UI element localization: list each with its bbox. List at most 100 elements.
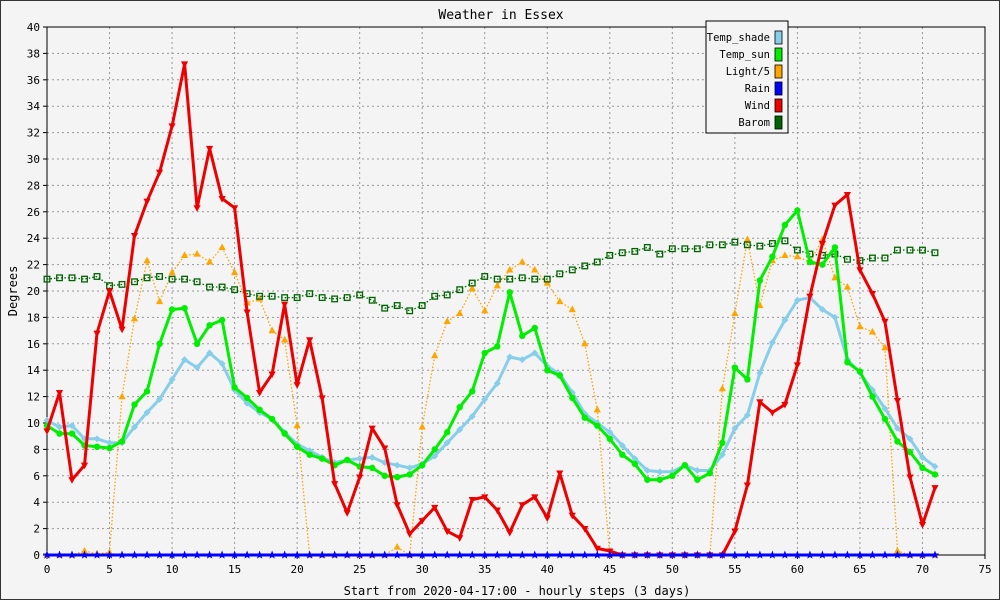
data-point — [68, 430, 76, 437]
data-point — [719, 439, 726, 446]
series-wind — [43, 61, 939, 559]
data-point — [768, 338, 776, 346]
data-point — [331, 481, 339, 488]
data-point — [906, 435, 914, 443]
data-point — [93, 273, 101, 280]
data-point — [417, 550, 427, 559]
data-point — [356, 474, 364, 482]
series-line-wind — [45, 62, 937, 557]
data-point — [393, 461, 401, 469]
series-rain — [42, 550, 940, 559]
x-axis-label: Start from 2020-04-17:00 - hourly steps … — [344, 584, 691, 598]
data-point — [806, 258, 814, 266]
data-point — [281, 335, 289, 343]
data-point — [818, 240, 827, 248]
data-point — [80, 550, 89, 559]
data-point — [368, 296, 376, 304]
x-tick-label: 45 — [603, 563, 616, 576]
x-tick-label: 25 — [353, 563, 366, 576]
data-point — [143, 408, 151, 416]
data-point — [518, 257, 526, 265]
data-point — [481, 494, 489, 501]
data-point — [180, 251, 189, 258]
data-point — [193, 278, 201, 286]
legend-label: Light/5 — [726, 66, 770, 78]
data-point — [56, 423, 64, 431]
data-point — [268, 292, 276, 300]
data-point — [718, 241, 726, 249]
data-point — [131, 423, 139, 431]
data-point — [581, 526, 589, 533]
data-point — [342, 550, 352, 559]
data-point — [418, 422, 426, 430]
data-point — [643, 467, 651, 475]
data-point — [293, 294, 301, 302]
data-point — [781, 401, 789, 409]
data-point — [905, 550, 915, 559]
data-point — [530, 550, 540, 559]
data-point — [155, 297, 164, 305]
data-point — [542, 550, 552, 559]
data-point — [531, 324, 538, 332]
data-point — [317, 550, 327, 559]
data-point — [568, 512, 576, 520]
data-point — [218, 360, 226, 368]
legend-swatch — [774, 64, 783, 79]
data-point — [581, 414, 588, 421]
data-point — [781, 221, 789, 229]
data-point — [594, 422, 601, 429]
data-point — [444, 429, 451, 436]
data-point — [931, 463, 939, 471]
data-point — [243, 394, 251, 402]
data-point — [543, 515, 551, 523]
x-tick-label: 20 — [291, 563, 304, 576]
data-point — [381, 304, 389, 312]
x-tick-label: 75 — [978, 563, 991, 576]
data-point — [143, 256, 151, 264]
data-point — [281, 294, 289, 302]
data-point — [455, 550, 464, 559]
data-point — [118, 438, 126, 445]
data-point — [643, 550, 652, 559]
data-point — [618, 550, 627, 559]
legend-label: Temp_shade — [707, 32, 770, 44]
data-point — [918, 522, 927, 529]
data-point — [117, 550, 127, 559]
data-point — [181, 275, 189, 283]
data-point — [881, 343, 889, 351]
data-point — [205, 550, 214, 559]
data-point — [481, 273, 489, 280]
data-point — [531, 265, 539, 273]
data-point — [631, 247, 639, 255]
data-point — [919, 246, 926, 254]
data-point — [468, 279, 476, 287]
data-point — [256, 294, 264, 302]
data-point — [568, 550, 577, 559]
chart-title: Weather in Essex — [438, 8, 563, 23]
data-point — [418, 518, 426, 525]
series-barom — [43, 237, 939, 315]
x-tick-label: 30 — [416, 563, 429, 576]
data-point — [419, 462, 426, 469]
data-point — [881, 404, 889, 412]
data-point — [231, 268, 239, 276]
data-point — [155, 169, 164, 177]
data-point — [843, 283, 852, 290]
data-point — [856, 267, 864, 274]
data-point — [242, 550, 252, 559]
data-point — [205, 145, 214, 153]
data-point — [480, 550, 490, 559]
data-point — [868, 291, 877, 298]
data-point — [430, 550, 439, 559]
data-point — [393, 543, 401, 550]
data-point — [756, 242, 764, 250]
data-point — [192, 550, 202, 559]
data-point — [105, 288, 114, 295]
y-axis-label: Degrees — [6, 266, 20, 317]
data-point — [393, 302, 401, 309]
data-point — [756, 277, 764, 284]
data-point — [181, 356, 189, 364]
data-point — [406, 307, 414, 315]
data-point — [580, 550, 590, 559]
